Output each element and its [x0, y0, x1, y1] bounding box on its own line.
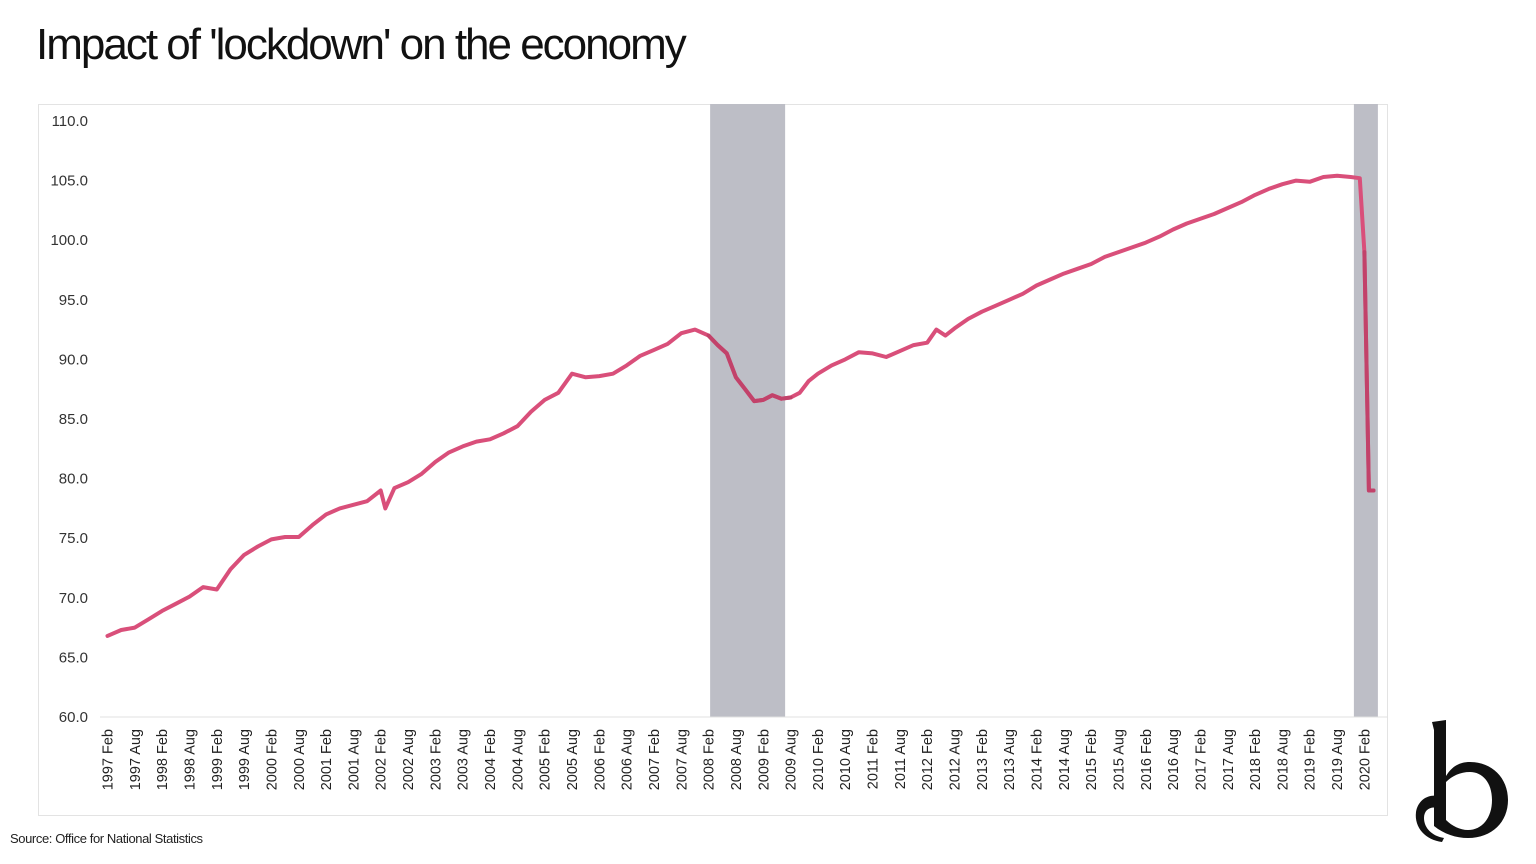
x-tick-label: 2018 Feb — [1248, 729, 1264, 790]
x-tick-label: 1997 Feb — [101, 729, 117, 790]
x-tick-label: 2020 Feb — [1357, 729, 1373, 790]
x-tick-label: 2017 Aug — [1221, 729, 1237, 790]
series-line-recession — [1362, 250, 1376, 493]
b-logo-icon — [1415, 720, 1508, 842]
y-tick-label: 80.0 — [59, 471, 88, 488]
y-tick-label: 70.0 — [59, 590, 88, 607]
y-tick-label: 90.0 — [59, 351, 88, 368]
x-tick-label: 2013 Feb — [975, 729, 991, 790]
x-tick-label: 2013 Aug — [1002, 729, 1018, 790]
x-tick-label: 1997 Aug — [128, 729, 144, 790]
x-tick-label: 2019 Aug — [1330, 729, 1346, 790]
x-tick-label: 2018 Aug — [1275, 729, 1291, 790]
x-tick-label: 2015 Aug — [1111, 729, 1127, 790]
y-tick-label: 95.0 — [59, 292, 88, 309]
y-tick-label: 65.0 — [59, 649, 88, 666]
x-tick-label: 2010 Aug — [838, 729, 854, 790]
y-tick-label: 110.0 — [52, 113, 88, 130]
x-tick-label: 2016 Aug — [1166, 729, 1182, 790]
x-tick-label: 1998 Aug — [182, 729, 198, 790]
x-tick-label: 2010 Feb — [811, 729, 827, 790]
x-tick-label: 2017 Feb — [1193, 729, 1209, 790]
x-tick-label: 2006 Aug — [620, 729, 636, 790]
x-tick-label: 2002 Aug — [401, 729, 417, 790]
chart-title: Impact of 'lockdown' on the economy — [36, 20, 687, 69]
x-tick-label: 1998 Feb — [155, 729, 171, 790]
x-tick-label: 2009 Aug — [784, 729, 800, 790]
x-tick-label: 2001 Feb — [319, 729, 335, 790]
x-tick-label: 1999 Aug — [237, 729, 253, 790]
x-tick-label: 2019 Feb — [1303, 729, 1319, 790]
x-tick-label: 2014 Feb — [1030, 729, 1046, 790]
x-tick-label: 2012 Aug — [948, 729, 964, 790]
y-tick-label: 100.0 — [50, 232, 88, 249]
x-tick-label: 2004 Aug — [510, 729, 526, 790]
x-tick-label: 2006 Feb — [592, 729, 608, 790]
x-tick-label: 2008 Aug — [729, 729, 745, 790]
x-tick-label: 2005 Aug — [565, 729, 581, 790]
x-tick-label: 2012 Feb — [920, 729, 936, 790]
y-tick-label: 85.0 — [59, 411, 88, 428]
x-tick-label: 2000 Aug — [292, 729, 308, 790]
x-tick-label: 1999 Feb — [210, 729, 226, 790]
x-tick-label: 2007 Feb — [647, 729, 663, 790]
x-tick-label: 2011 Aug — [893, 729, 909, 789]
y-tick-label: 75.0 — [59, 530, 88, 547]
x-tick-label: 2014 Aug — [1057, 729, 1073, 790]
x-tick-label: 2001 Aug — [346, 729, 362, 790]
x-tick-label: 2016 Feb — [1139, 729, 1155, 790]
y-tick-label: 60.0 — [59, 709, 88, 726]
source-note: Source: Office for National Statistics — [10, 831, 203, 846]
x-tick-label: 2009 Feb — [756, 729, 772, 790]
x-tick-label: 2003 Feb — [428, 729, 444, 790]
x-tick-label: 2015 Feb — [1084, 729, 1100, 790]
x-tick-label: 2003 Aug — [456, 729, 472, 790]
x-tick-label: 2011 Feb — [866, 729, 882, 789]
x-tick-label: 2002 Feb — [374, 729, 390, 790]
x-tick-label: 2000 Feb — [264, 729, 280, 790]
y-tick-label: 105.0 — [50, 173, 88, 190]
x-tick-label: 2008 Feb — [702, 729, 718, 790]
x-tick-label: 2005 Feb — [538, 729, 554, 790]
recession-shading — [710, 104, 786, 717]
x-tick-label: 2004 Feb — [483, 729, 499, 790]
x-tick-label: 2007 Aug — [674, 729, 690, 790]
series-line-recession — [706, 333, 793, 404]
